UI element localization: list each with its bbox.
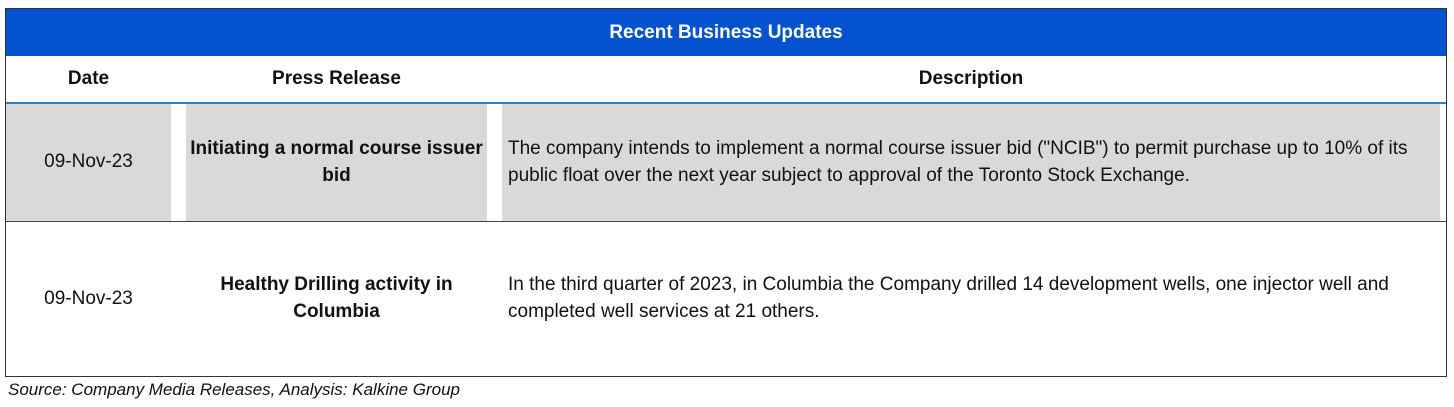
press-release-cell: Initiating a normal course issuer bid <box>186 104 487 221</box>
header-row: Date Press Release Description <box>6 56 1446 104</box>
description-cell: In the third quarter of 2023, in Columbi… <box>508 274 1389 322</box>
table-title: Recent Business Updates <box>6 9 1446 56</box>
press-release-cell: Healthy Drilling activity in Columbia <box>220 274 453 322</box>
header-date: Date <box>67 68 110 89</box>
description-cell: The company intends to implement a norma… <box>502 104 1440 221</box>
source-note: Source: Company Media Releases, Analysis… <box>8 380 460 399</box>
header-press-release: Press Release <box>272 68 401 89</box>
table-row: 09-Nov-23 Healthy Drilling activity in C… <box>6 222 1446 376</box>
date-cell: 09-Nov-23 <box>44 287 133 309</box>
date-cell: 09-Nov-23 <box>6 104 171 221</box>
business-updates-table: Recent Business Updates Date Press Relea… <box>5 8 1447 377</box>
header-description: Description <box>918 68 1024 89</box>
table-row: 09-Nov-23 Initiating a normal course iss… <box>6 104 1446 222</box>
